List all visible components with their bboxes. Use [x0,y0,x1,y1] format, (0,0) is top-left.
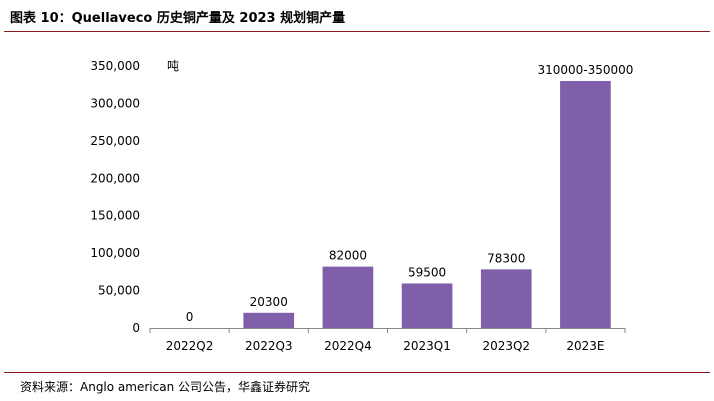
y-tick-label: 50,000 [98,284,140,298]
bar-2023Q2 [480,269,532,328]
footer-divider [4,372,710,373]
bars: 0 20300 82000 59500 78300 310000-350000 [186,63,633,328]
bar-2023Q1 [401,283,453,328]
bar-chart: 0 50,000 100,000 150,000 200,000 250,000 300,0… [90,59,633,353]
y-tick-label: 0 [132,321,140,335]
data-label-2022Q2: 0 [186,310,194,324]
data-label-2022Q3: 20300 [250,295,288,309]
bar-2023E [560,80,611,328]
x-tick-label: 2023Q1 [403,339,451,353]
x-tick-label: 2022Q4 [324,339,372,353]
chart-title: 图表 10：Quellaveco 历史铜产量及 2023 规划铜产量 [10,11,346,26]
x-tick-label: 2023Q2 [482,339,530,353]
y-tick-label: 350,000 [90,59,140,73]
data-label-2023Q2: 78300 [487,251,525,265]
x-tick-label: 2022Q2 [166,339,214,353]
x-axis: 2022Q2 2022Q3 2022Q4 2023Q1 2023Q2 2023E [149,328,626,353]
header-divider [4,31,710,32]
x-tick-label: 2023E [566,339,604,353]
y-tick-label: 300,000 [90,96,140,110]
source-note: 资料来源：Anglo american 公司公告，华鑫证券研究 [20,380,310,394]
x-tick-label: 2022Q3 [245,339,293,353]
data-label-2023Q1: 59500 [408,265,446,279]
bar-2022Q3 [243,312,295,328]
y-tick-label: 250,000 [90,134,140,148]
y-tick-label: 150,000 [90,209,140,223]
bar-2022Q4 [322,266,374,328]
data-label-2022Q4: 82000 [329,249,367,263]
y-tick-label: 200,000 [90,171,140,185]
y-unit-label: 吨 [167,59,179,73]
data-label-2023E: 310000-350000 [537,63,633,77]
y-tick-label: 100,000 [90,246,140,260]
y-axis: 0 50,000 100,000 150,000 200,000 250,000 300,0… [90,59,140,335]
